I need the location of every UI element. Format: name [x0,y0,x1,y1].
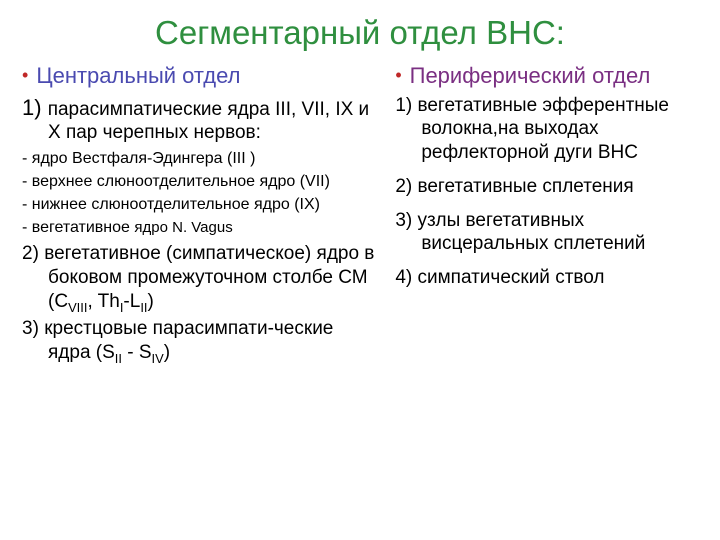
left-item-1-prefix: 1) [22,95,48,120]
left-sub-1: - ядро Вестфаля-Эдингера (III ) [22,149,377,169]
left-item-1: 1) парасимпатические ядра III, VII, IX и… [22,94,377,146]
bullet-icon: • [22,65,28,87]
left-sub-4b: ядро N. Vagus [134,219,232,236]
left-item-2c: -L [123,291,140,312]
content-columns: • Центральный отдел 1) парасимпатические… [22,62,698,369]
left-item-2-s3: II [140,299,147,314]
left-item-3-s2: IV [152,351,164,366]
right-item-4: 4) симпатический ствол [395,266,698,290]
right-item-3: 3) узлы вегетативных висцеральных сплете… [395,209,698,257]
left-item-2d: ) [148,291,154,312]
left-item-3-prefix: 3) [22,318,44,339]
left-item-2-s1: VIII [68,299,87,314]
left-sub-4a: - вегетативное [22,219,134,236]
bullet-icon: • [395,65,401,87]
slide-title: Сегментарный отдел ВНС: [22,14,698,52]
left-item-1-text: парасимпатические ядра III, VII, IX и X … [48,99,369,144]
left-item-3-s1: II [115,351,122,366]
left-item-2b: , Th [87,291,119,312]
left-sub-4: - вегетативное ядро N. Vagus [22,218,377,238]
right-item-2: 2) вегетативные сплетения [395,175,698,199]
right-column: • Периферический отдел 1) вегетативные э… [395,62,698,369]
right-item-1: 1) вегетативные эфферентные волокна,на в… [395,94,698,165]
left-column: • Центральный отдел 1) парасимпатические… [22,62,377,369]
left-item-3a: крестцовые парасимпати-ческие ядра (S [44,318,333,363]
right-section-title: Периферический отдел [410,62,651,90]
left-item-3b: - S [122,342,152,363]
left-sub-2: - верхнее слюноотделительное ядро (VII) [22,172,377,192]
left-sub-3: - нижнее слюноотделительное ядро (IX) [22,195,377,215]
right-header-row: • Периферический отдел [395,62,698,90]
left-item-2-prefix: 2) [22,243,44,264]
left-header-row: • Центральный отдел [22,62,377,90]
left-item-3c: ) [164,342,170,363]
left-item-2: 2) вегетативное (симпатическое) ядро в б… [22,242,377,313]
left-item-3: 3) крестцовые парасимпати-ческие ядра (S… [22,317,377,365]
left-section-title: Центральный отдел [36,62,240,90]
